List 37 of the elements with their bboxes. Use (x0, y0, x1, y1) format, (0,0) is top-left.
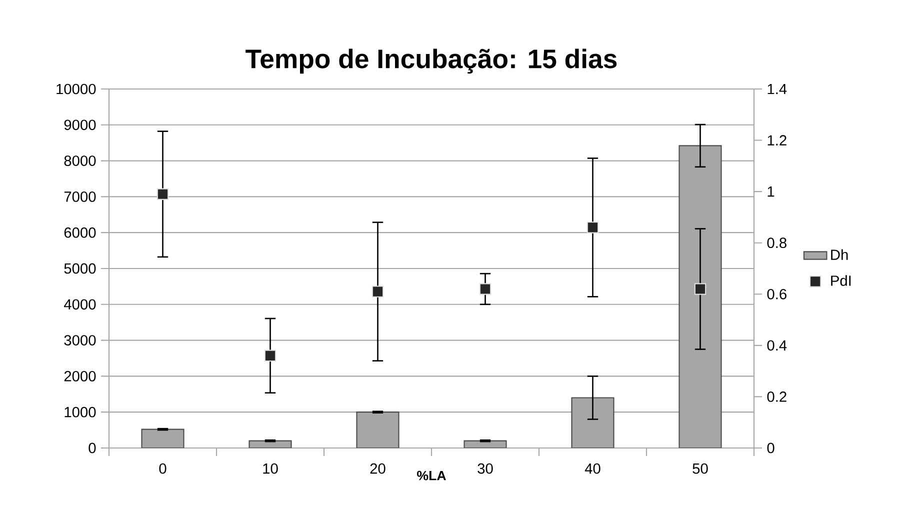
x-tick-label: 10 (263, 463, 278, 474)
y-tick-label: 6000 (64, 227, 96, 238)
x-tick-label: 50 (692, 463, 708, 474)
y-tick-label: 0 (88, 442, 96, 454)
legend-label: PdI (831, 275, 851, 286)
y2-tick-label: 1.2 (768, 135, 786, 146)
x-tick-label: 40 (584, 463, 600, 474)
point (264, 350, 276, 362)
x-tick-label: 30 (478, 463, 493, 474)
x-axis-title: %LA (417, 470, 446, 480)
y2-tick-label: 0.2 (767, 392, 786, 402)
y-tick-label: 1000 (64, 406, 96, 418)
y2-tick-label: 0 (767, 442, 774, 454)
y-tick-label: 9000 (64, 120, 96, 130)
y-tick-label: 7000 (64, 192, 96, 202)
y2-tick-label: 1.4 (768, 84, 787, 94)
point (479, 283, 492, 295)
x-tick-label: 0 (159, 463, 166, 474)
point (372, 286, 384, 298)
y-tick-label: 4000 (64, 299, 96, 310)
point (694, 283, 706, 295)
bar (141, 428, 184, 448)
y2-tick-label: 0.8 (767, 238, 786, 248)
chart-title: Tempo de Incubação: 15 dias (246, 48, 617, 74)
y-tick-label: 10000 (56, 84, 96, 94)
y2-tick-label: 0.6 (767, 288, 786, 300)
x-tick-label: 20 (370, 463, 386, 474)
y2-tick-label: 1 (768, 186, 774, 197)
y-tick-label: 2000 (64, 371, 96, 382)
y-tick-label: 8000 (64, 156, 96, 166)
legend-label: Dh (831, 249, 848, 260)
point (586, 222, 599, 234)
y2-tick-label: 0.4 (767, 340, 787, 351)
y-tick-label: 5000 (64, 263, 96, 274)
point (156, 188, 169, 200)
y-tick-label: 3000 (64, 335, 96, 346)
bar (356, 412, 400, 448)
